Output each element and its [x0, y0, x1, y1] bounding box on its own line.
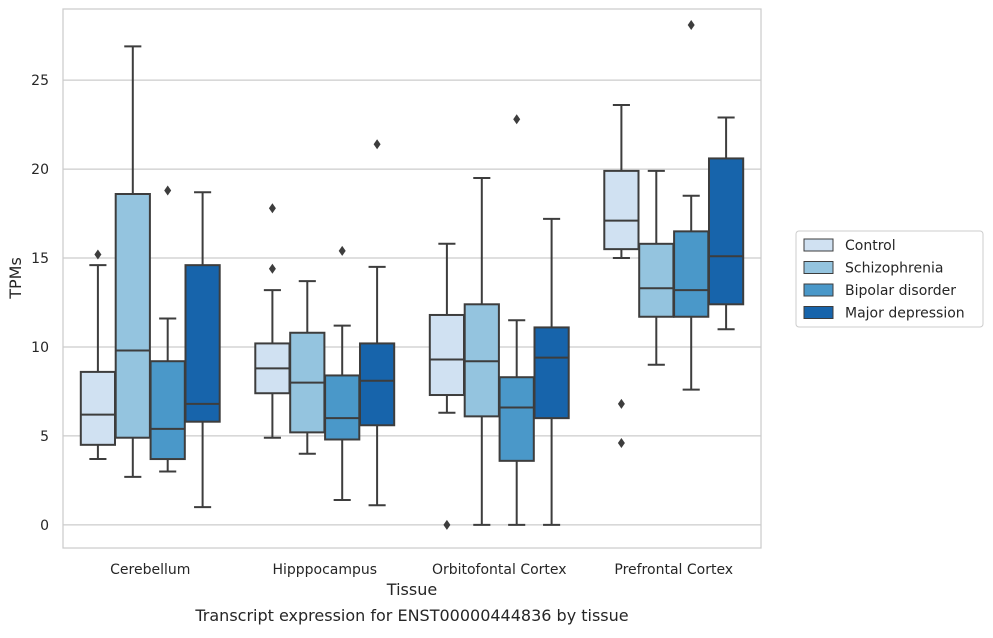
box-group [79, 249, 117, 461]
outlier-point [268, 203, 276, 214]
box-group [254, 203, 291, 439]
legend-swatch [803, 261, 834, 274]
outlier-point [94, 249, 102, 260]
box [533, 326, 570, 420]
x-tick-labels: Cerebellum Hipppocampus Orbitofontal Corte… [110, 562, 733, 578]
plot-frame [62, 8, 762, 549]
y-tick-label: 10 [31, 340, 49, 356]
box [358, 342, 396, 427]
box-group [358, 139, 396, 507]
box-group [324, 245, 361, 501]
chart-caption: Transcript expression for ENST0000044483… [194, 606, 628, 625]
box-group [533, 217, 570, 526]
box-group [673, 20, 710, 391]
box [184, 264, 221, 423]
box-group [289, 280, 326, 455]
box [603, 169, 640, 251]
boxes [79, 20, 745, 530]
box-group [707, 116, 745, 331]
box [428, 313, 466, 397]
x-tick-label: Prefrontal Cortex [614, 562, 733, 578]
y-tick-labels: 0 5 10 15 20 25 [31, 73, 49, 534]
box-group [114, 45, 151, 478]
box [79, 370, 117, 446]
legend-label: Bipolar disorder [845, 283, 956, 299]
y-tick-label: 25 [31, 73, 49, 89]
legend-swatch [803, 238, 834, 252]
y-tick-label: 0 [40, 518, 49, 534]
x-tick-label: Cerebellum [110, 562, 190, 578]
outlier-point [164, 185, 172, 196]
box [498, 376, 535, 462]
box-group [638, 169, 675, 366]
legend: Control Schizophrenia Bipolar disorder Majo… [795, 230, 984, 328]
box-group [149, 185, 186, 473]
y-axis-label: TPMs [6, 257, 25, 300]
outlier-point [513, 114, 521, 125]
box-group [498, 114, 535, 526]
outlier-point [443, 519, 451, 530]
box-group [603, 104, 640, 449]
box [707, 157, 745, 306]
legend-label: Major depression [845, 306, 965, 322]
box [673, 230, 710, 318]
x-tick-label: Orbitofontal Cortex [432, 562, 567, 578]
y-tick-label: 5 [40, 429, 49, 445]
legend-frame [795, 230, 984, 328]
outlier-point [268, 263, 276, 274]
box [114, 193, 151, 439]
legend-swatch [803, 306, 834, 319]
box-group [184, 191, 221, 509]
outlier-point [617, 438, 625, 449]
x-tick-label: Hipppocampus [272, 562, 377, 578]
box-group [428, 242, 466, 530]
y-tick-label: 20 [31, 162, 49, 178]
outlier-point [617, 398, 625, 409]
y-tick-label: 15 [31, 251, 49, 267]
box [149, 360, 186, 461]
outlier-point [373, 139, 381, 150]
box [324, 374, 361, 441]
legend-label: Control [845, 238, 896, 254]
box [638, 242, 675, 318]
outlier-point [338, 245, 346, 256]
x-axis-label: Tissue [386, 580, 437, 599]
box-group [463, 176, 500, 526]
outlier-point [687, 20, 695, 31]
legend-label: Schizophrenia [845, 261, 943, 277]
legend-swatch [803, 283, 834, 297]
